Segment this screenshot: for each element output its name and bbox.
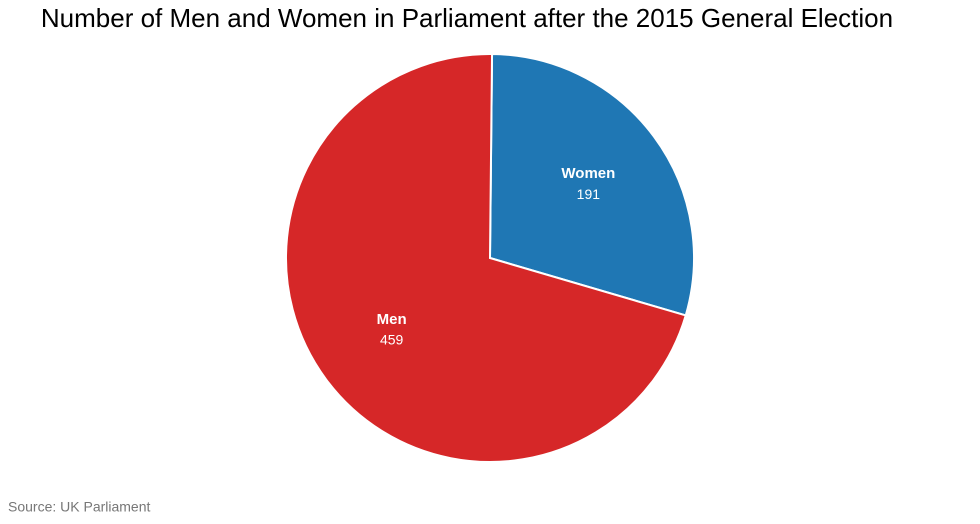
slice-value: 191 — [577, 186, 601, 202]
slice-label: Men — [377, 311, 407, 328]
slice-value: 459 — [380, 332, 404, 348]
chart-title: Number of Men and Women in Parliament af… — [41, 3, 893, 33]
source: Source: UK Parliament — [8, 499, 151, 515]
slice-label: Women — [561, 165, 615, 182]
pie-slice — [488, 52, 695, 317]
pie-slice — [285, 53, 687, 463]
